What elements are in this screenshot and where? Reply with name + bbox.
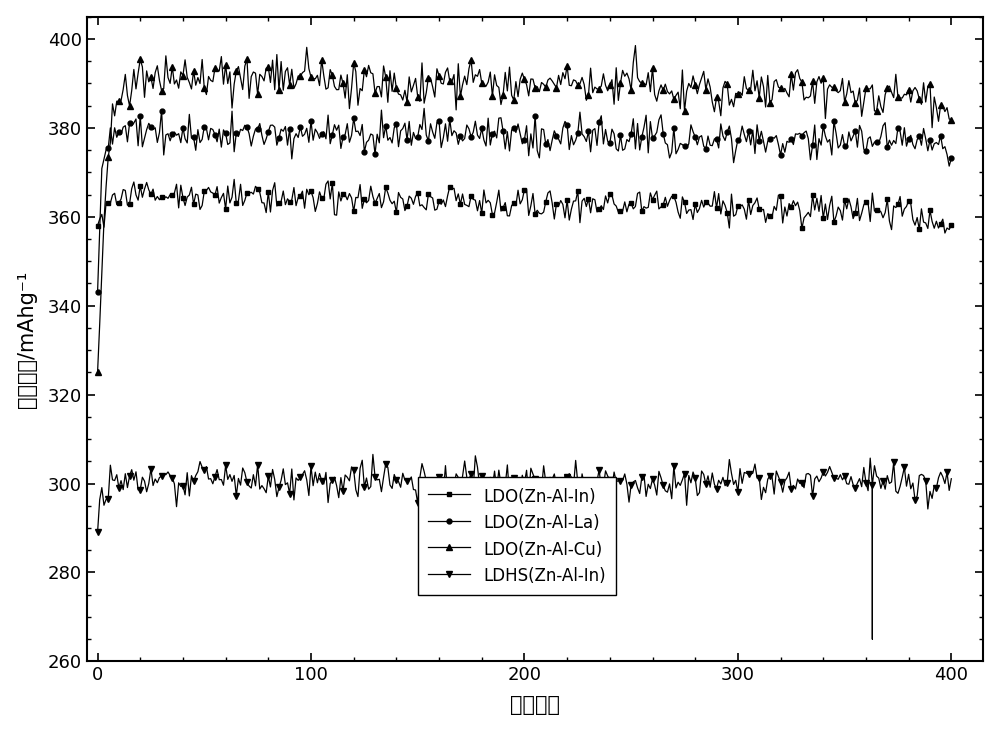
LDO(Zn-Al-La) bbox=[418, 104, 430, 113]
LDHS(Zn-Al-In) bbox=[269, 475, 281, 484]
LDHS(Zn-Al-In) bbox=[367, 450, 379, 459]
LDO(Zn-Al-Cu) bbox=[559, 75, 571, 83]
LDHS(Zn-Al-In) bbox=[469, 452, 481, 460]
LDHS(Zn-Al-In) bbox=[388, 470, 400, 479]
LDO(Zn-Al-Cu) bbox=[638, 79, 650, 88]
LDO(Zn-Al-In) bbox=[228, 175, 240, 184]
LDO(Zn-Al-Cu) bbox=[945, 116, 957, 124]
Line: LDHS(Zn-Al-In): LDHS(Zn-Al-In) bbox=[95, 452, 954, 642]
LDO(Zn-Al-Cu) bbox=[629, 41, 641, 50]
LDO(Zn-Al-In) bbox=[939, 228, 951, 237]
LDO(Zn-Al-La) bbox=[92, 288, 104, 296]
LDHS(Zn-Al-In) bbox=[945, 474, 957, 483]
LDO(Zn-Al-In) bbox=[638, 202, 650, 211]
LDHS(Zn-Al-In) bbox=[92, 528, 104, 537]
LDHS(Zn-Al-In) bbox=[132, 485, 144, 494]
LDO(Zn-Al-La) bbox=[523, 152, 535, 160]
LDO(Zn-Al-La) bbox=[719, 136, 731, 145]
LDO(Zn-Al-In) bbox=[719, 201, 731, 210]
Line: LDO(Zn-Al-In): LDO(Zn-Al-In) bbox=[95, 177, 953, 235]
Y-axis label: 放电容量/mAhg⁻¹: 放电容量/mAhg⁻¹ bbox=[17, 270, 37, 408]
LDO(Zn-Al-La) bbox=[638, 123, 650, 132]
LDO(Zn-Al-In) bbox=[561, 195, 573, 204]
LDO(Zn-Al-La) bbox=[203, 135, 215, 144]
LDO(Zn-Al-Cu) bbox=[203, 72, 215, 81]
LDO(Zn-Al-In) bbox=[401, 201, 413, 210]
LDO(Zn-Al-Cu) bbox=[399, 86, 411, 94]
LDO(Zn-Al-In) bbox=[203, 183, 215, 192]
Line: LDO(Zn-Al-Cu): LDO(Zn-Al-Cu) bbox=[95, 42, 954, 375]
LDHS(Zn-Al-In) bbox=[365, 482, 377, 491]
LDHS(Zn-Al-In) bbox=[777, 488, 789, 496]
LDO(Zn-Al-Cu) bbox=[521, 81, 533, 89]
LDO(Zn-Al-Cu) bbox=[92, 368, 104, 377]
X-axis label: 循环次数: 循环次数 bbox=[510, 695, 560, 715]
LDO(Zn-Al-La) bbox=[561, 120, 573, 129]
Legend: LDO(Zn-Al-In), LDO(Zn-Al-La), LDO(Zn-Al-Cu), LDHS(Zn-Al-In): LDO(Zn-Al-In), LDO(Zn-Al-La), LDO(Zn-Al-… bbox=[418, 477, 616, 595]
LDO(Zn-Al-La) bbox=[945, 154, 957, 163]
LDO(Zn-Al-Cu) bbox=[719, 77, 731, 86]
LDHS(Zn-Al-In) bbox=[866, 635, 878, 643]
LDO(Zn-Al-In) bbox=[945, 221, 957, 230]
LDO(Zn-Al-In) bbox=[523, 211, 535, 220]
Line: LDO(Zn-Al-La): LDO(Zn-Al-La) bbox=[95, 106, 954, 295]
LDO(Zn-Al-La) bbox=[399, 119, 411, 127]
LDO(Zn-Al-In) bbox=[92, 221, 104, 230]
